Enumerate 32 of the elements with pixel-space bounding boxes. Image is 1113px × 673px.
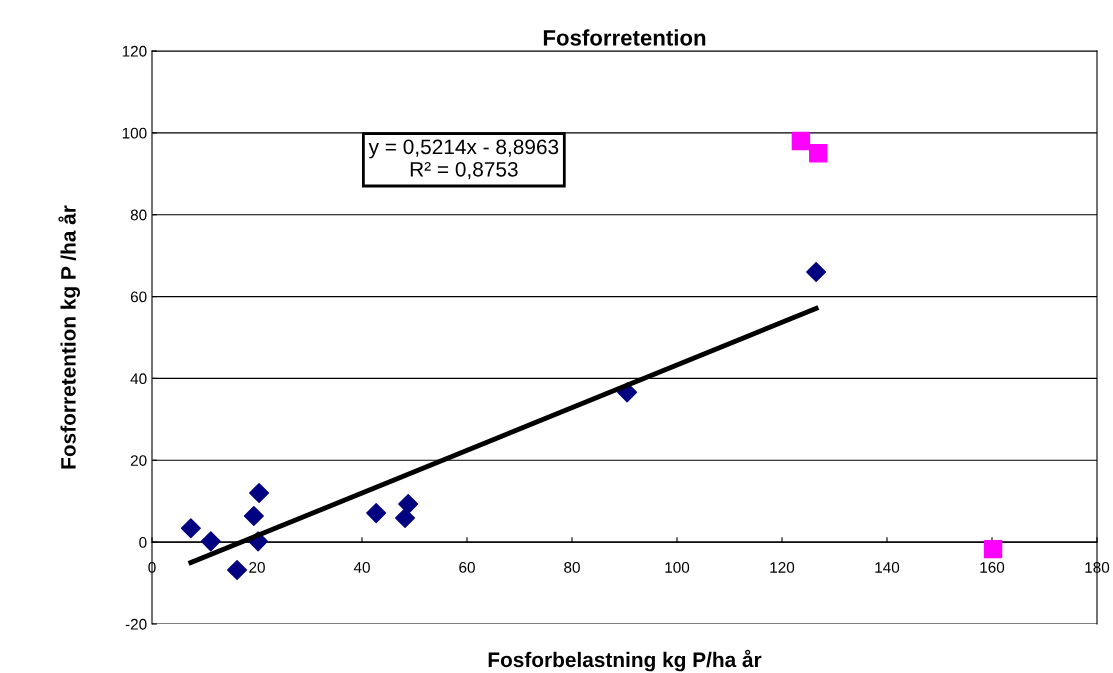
- y-tick-label: 20: [130, 455, 147, 466]
- point: [398, 494, 419, 515]
- chart-title: Fosforretention: [543, 29, 706, 46]
- y-tick-label: 0: [139, 537, 147, 548]
- point: [806, 262, 827, 283]
- x-tick-label: 100: [665, 561, 690, 573]
- y-tick-label: 120: [122, 45, 147, 57]
- x-tick-label: 20: [249, 561, 265, 573]
- x-tick-label: 160: [980, 561, 1005, 573]
- y-tick-label: 40: [130, 373, 147, 385]
- point: [395, 507, 416, 529]
- y-tick-label: 100: [122, 127, 147, 139]
- point: [791, 131, 811, 151]
- point: [983, 539, 1003, 559]
- point: [809, 144, 828, 163]
- y-tick-label: 80: [130, 209, 147, 221]
- x-tick-label: 60: [459, 561, 475, 573]
- x-tick-label: 120: [770, 561, 795, 573]
- x-tick-label: 140: [875, 561, 900, 573]
- x-tick-label: 80: [564, 561, 580, 573]
- x-tick-label: 40: [353, 561, 370, 573]
- y-axis-title: Fosforretention kg P /ha år: [58, 205, 80, 469]
- point: [249, 483, 270, 504]
- point: [227, 559, 248, 580]
- point: [180, 518, 201, 539]
- x-axis-title: Fosforbelastning kg P/ha år: [488, 649, 762, 672]
- point: [366, 503, 387, 524]
- annotation: y = 0,5214x - 8,8963 R² = 0,8753: [368, 139, 559, 180]
- point: [200, 531, 221, 552]
- y-tick-label: -20: [125, 618, 147, 630]
- y-tick-label: 60: [130, 291, 147, 303]
- point: [243, 505, 264, 526]
